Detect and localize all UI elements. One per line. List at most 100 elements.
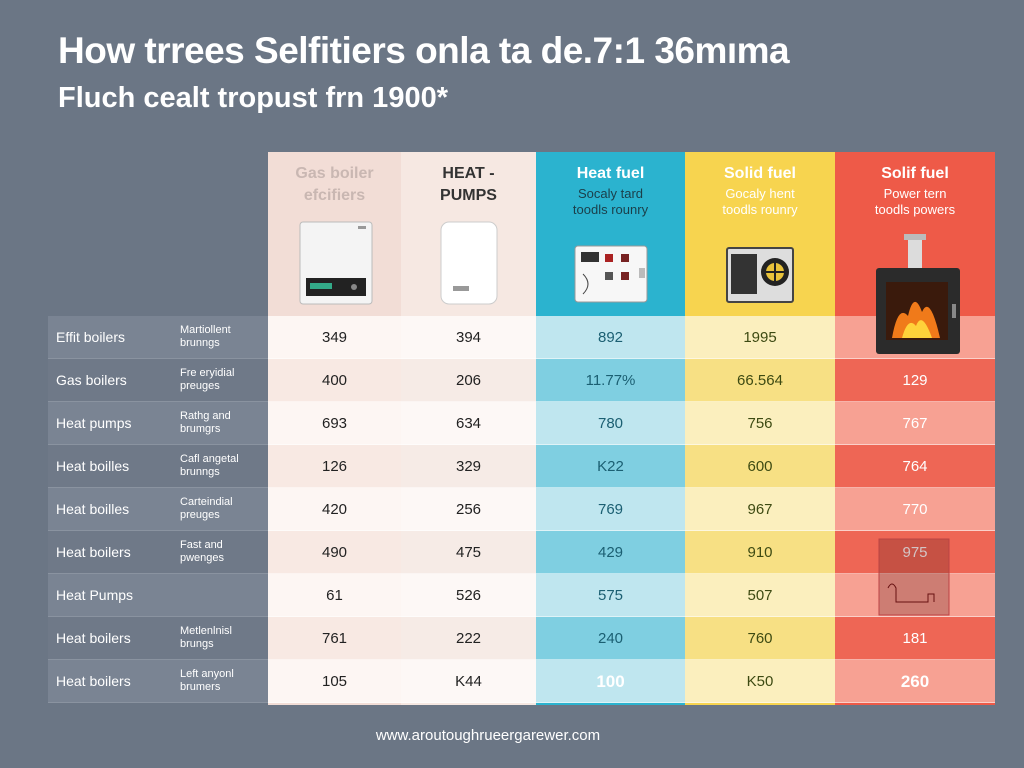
table-cell: K44 xyxy=(455,673,482,690)
row-note: Martiollent brunngs xyxy=(180,324,231,349)
cell-background xyxy=(685,445,835,488)
cell-background xyxy=(536,402,685,445)
chart-title: How trrees Selfitiers onla ta de.7:1 36m… xyxy=(58,30,790,71)
column-header-subtitle: Socaly tard toodls rounry xyxy=(572,186,649,217)
cell-background xyxy=(401,617,536,660)
cell-background xyxy=(685,660,835,703)
row-label: Heat Pumps xyxy=(56,587,134,603)
cell-background xyxy=(401,316,536,359)
cell-background xyxy=(401,574,536,617)
cell-background xyxy=(685,316,835,359)
cell-background xyxy=(268,316,401,359)
cell-background xyxy=(268,531,401,574)
table-cell: 764 xyxy=(902,458,928,475)
table-cell: 126 xyxy=(321,458,348,475)
table-cell: 526 xyxy=(455,587,482,604)
cell-background xyxy=(536,660,685,703)
column-header-title: Heat fuel xyxy=(576,165,645,182)
table-cell: 767 xyxy=(902,415,928,432)
row-note: Fast and pwenges xyxy=(180,539,225,564)
column-header-title: Solid fuel xyxy=(724,165,796,182)
table-cell: 11.77% xyxy=(585,372,636,389)
cell-background xyxy=(685,574,835,617)
table-cell: 206 xyxy=(455,372,482,389)
footer-url: www.aroutoughrueergarewer.com xyxy=(375,727,601,744)
cell-background xyxy=(685,531,835,574)
table-cell: 761 xyxy=(321,630,348,647)
column-header-subtitle: Power tern toodls powers xyxy=(874,186,956,217)
row-label: Effit boilers xyxy=(56,329,125,345)
row-label: Heat boilers xyxy=(56,673,131,689)
cell-background xyxy=(268,617,401,660)
table-cell: 349 xyxy=(321,329,348,346)
row-label: Heat boilers xyxy=(56,630,131,646)
column-header-title: Solif fuel xyxy=(881,165,949,182)
row-label-background xyxy=(48,488,268,531)
row-label-background xyxy=(48,445,268,488)
row-divider xyxy=(268,573,995,574)
gas-boiler-icon xyxy=(298,220,374,311)
cell-background xyxy=(835,531,995,574)
cell-background xyxy=(268,574,401,617)
heat-pump-icon xyxy=(439,220,499,311)
row-label: Heat boilles xyxy=(56,501,130,517)
cell-background xyxy=(401,359,536,402)
table-cell: 760 xyxy=(747,630,773,647)
table-cell: 892 xyxy=(597,329,624,346)
row-note: Rathg and brumgrs xyxy=(180,410,231,435)
cell-background xyxy=(685,359,835,402)
cell-background xyxy=(268,402,401,445)
cell-background xyxy=(536,617,685,660)
table-cell: K22 xyxy=(597,458,624,475)
cell-background xyxy=(536,316,685,359)
cell-background xyxy=(536,488,685,531)
table-cell: 475 xyxy=(455,544,482,561)
cell-background xyxy=(835,445,995,488)
column-header-title: Gas boiler efcifiers xyxy=(295,165,374,204)
table-cell: 1995 xyxy=(743,329,777,346)
cell-background xyxy=(536,359,685,402)
cell-background xyxy=(536,531,685,574)
table-cell: 634 xyxy=(455,415,482,432)
table-cell: 600 xyxy=(747,458,773,475)
cell-background xyxy=(685,402,835,445)
row-label: Heat pumps xyxy=(56,415,132,431)
cell-background xyxy=(268,660,401,703)
row-divider xyxy=(268,659,995,660)
cell-background xyxy=(685,617,835,660)
table-cell: 507 xyxy=(747,587,773,604)
row-divider xyxy=(268,358,995,359)
row-label-background xyxy=(48,402,268,445)
row-divider xyxy=(268,616,995,617)
table-cell: 256 xyxy=(455,501,482,518)
row-label: Heat boilles xyxy=(56,458,130,474)
control-panel-icon xyxy=(573,244,649,309)
cell-background xyxy=(835,402,995,445)
table-cell: 756 xyxy=(747,415,773,432)
row-label-background xyxy=(48,359,268,402)
chart-subtitle: Fluch cealt tropust frn 1900* xyxy=(58,82,448,114)
row-note: Carteindial preuges xyxy=(180,496,233,521)
row-divider xyxy=(268,530,995,531)
cell-background xyxy=(835,660,995,703)
table-cell: 575 xyxy=(597,587,624,604)
table-cell: 329 xyxy=(455,458,482,475)
row-label-background xyxy=(48,531,268,574)
cell-background xyxy=(835,488,995,531)
cell-background xyxy=(835,359,995,402)
table-cell: 222 xyxy=(455,630,482,647)
cell-background xyxy=(268,488,401,531)
table-cell: 910 xyxy=(747,544,773,561)
table-cell: 181 xyxy=(902,630,928,647)
table-cell: 100 xyxy=(596,672,625,691)
table-cell: 429 xyxy=(597,544,624,561)
table-cell: 105 xyxy=(321,673,348,690)
cell-background xyxy=(835,574,995,617)
table-cell xyxy=(835,316,995,359)
cell-background xyxy=(401,402,536,445)
row-divider xyxy=(268,487,995,488)
row-divider xyxy=(268,401,995,402)
row-note: Left anyonl brumers xyxy=(180,668,234,693)
table-cell: 770 xyxy=(902,501,928,518)
table-cell: 490 xyxy=(321,544,348,561)
